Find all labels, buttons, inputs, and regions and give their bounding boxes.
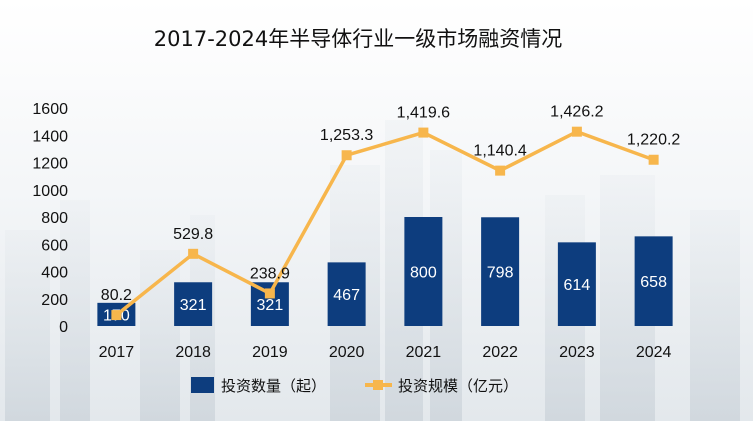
line-marker	[571, 126, 582, 137]
line-path	[115, 129, 655, 317]
line-marker	[495, 165, 506, 176]
x-tick-label: 2018	[175, 344, 211, 361]
bar-series: 170321321467800798614658	[97, 217, 673, 326]
line-marker	[341, 150, 352, 161]
y-tick-label: 1600	[32, 101, 68, 118]
x-tick-label: 2022	[482, 344, 518, 361]
bar	[634, 236, 673, 326]
line-marker	[111, 310, 122, 321]
bar-value-label: 321	[180, 297, 207, 314]
line-value-label: 238.9	[250, 265, 290, 282]
y-tick-label: 1200	[32, 156, 68, 173]
bar	[327, 262, 366, 326]
line-value-label: 1,140.4	[473, 143, 526, 160]
y-axis: 0 200 400 600 800 1000 1200 1400 1600	[32, 101, 68, 336]
bar	[174, 282, 213, 326]
bar	[404, 217, 443, 326]
bar	[481, 217, 520, 326]
y-tick-label: 1000	[32, 183, 68, 200]
x-tick-label: 2024	[636, 344, 672, 361]
bar-value-label: 798	[487, 265, 514, 282]
x-tick-label: 2023	[559, 344, 595, 361]
bar-value-label: 800	[410, 265, 437, 282]
bar-value-label: 658	[640, 274, 667, 291]
y-tick-label: 400	[41, 265, 68, 282]
y-tick-label: 0	[59, 319, 68, 336]
line-value-label: 1,253.3	[320, 127, 373, 144]
bar	[557, 242, 596, 326]
legend-label-bar: 投资数量（起）	[221, 377, 326, 395]
line-value-label: 1,426.2	[550, 104, 603, 121]
x-tick-label: 2021	[406, 344, 442, 361]
legend-swatch-bar	[191, 377, 214, 393]
y-tick-label: 1400	[32, 128, 68, 145]
legend-swatch-marker	[373, 380, 383, 390]
y-tick-label: 600	[41, 237, 68, 254]
line-value-label: 1,419.6	[397, 105, 450, 122]
bar-value-label: 467	[333, 287, 360, 304]
chart-title: 2017-2024年半导体行业一级市场融资情况	[154, 27, 562, 51]
legend-label-line: 投资规模（亿元）	[398, 377, 518, 395]
legend: 投资数量（起） 投资规模（亿元）	[191, 377, 518, 395]
bar-value-label: 321	[257, 297, 284, 314]
line-marker	[264, 288, 275, 299]
x-axis: 2017 2018 2019 2020 2021 2022 2023 2024	[99, 344, 672, 361]
x-tick-label: 2019	[252, 344, 288, 361]
line-value-label: 1,220.2	[627, 132, 680, 149]
line-marker	[648, 154, 659, 165]
y-tick-label: 800	[41, 210, 68, 227]
line-value-label: 80.2	[101, 287, 132, 304]
line-value-label: 529.8	[173, 226, 213, 243]
line-marker	[188, 248, 199, 259]
x-tick-label: 2020	[329, 344, 365, 361]
x-tick-label: 2017	[99, 344, 135, 361]
y-tick-label: 200	[41, 292, 68, 309]
line-marker	[418, 127, 429, 138]
line-series: 80.2 529.8 238.9 1,253.3 1,419.6 1,140.4 1,426…	[101, 104, 680, 321]
bar-value-label: 614	[564, 277, 591, 294]
